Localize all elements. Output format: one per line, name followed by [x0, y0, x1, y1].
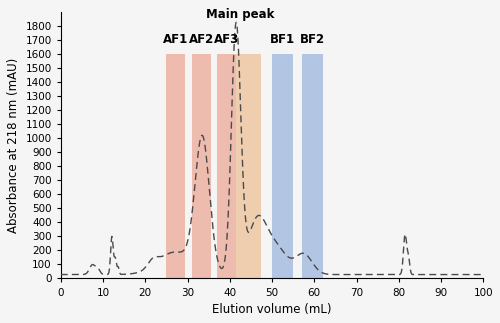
Text: Main peak: Main peak	[206, 7, 274, 20]
Bar	[236, 54, 262, 278]
Bar	[192, 54, 211, 278]
Bar	[272, 54, 293, 278]
Y-axis label: Absorbance at 218 nm (mAU): Absorbance at 218 nm (mAU)	[7, 58, 20, 233]
Bar	[217, 54, 236, 278]
Text: AF3: AF3	[214, 33, 239, 46]
Text: AF2: AF2	[188, 33, 214, 46]
X-axis label: Elution volume (mL): Elution volume (mL)	[212, 303, 332, 316]
Text: BF2: BF2	[300, 33, 324, 46]
Bar	[302, 54, 322, 278]
Text: BF1: BF1	[270, 33, 295, 46]
Bar	[166, 54, 186, 278]
Text: AF1: AF1	[164, 33, 188, 46]
